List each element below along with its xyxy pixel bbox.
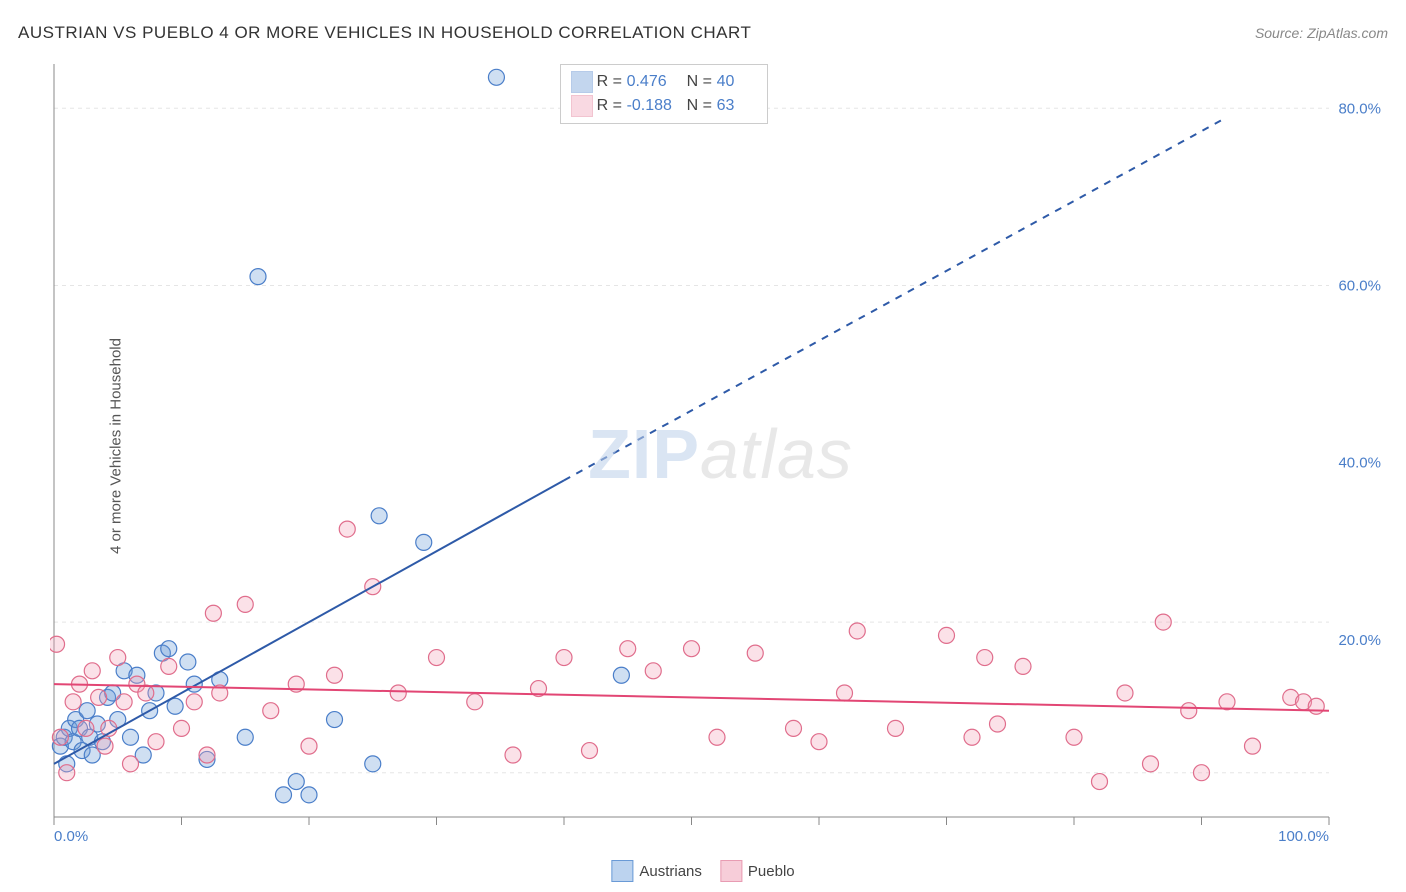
chart-title: AUSTRIAN VS PUEBLO 4 OR MORE VEHICLES IN… [18,23,751,43]
stats-r-value: 0.476 [627,73,687,91]
svg-text:60.0%: 60.0% [1338,277,1381,294]
legend-swatch [720,860,742,882]
chart-area: 0.0%100.0%20.0%40.0%60.0%80.0% ZIPatlas … [50,60,1391,847]
correlation-stats-box: R =0.476N =40 R =-0.188N =63 [560,64,768,124]
stats-swatch [571,71,593,93]
scatter-plot: 0.0% 100.0% 20.0% 40.0% 60.0% 80.0% [50,60,1391,847]
legend-item: Pueblo [720,860,795,882]
svg-text:80.0%: 80.0% [1338,100,1381,117]
stats-r-value: -0.188 [627,97,687,115]
stats-swatch [571,95,593,117]
legend-label: Pueblo [748,863,795,880]
legend-label: Austrians [639,863,702,880]
legend: Austrians Pueblo [611,860,794,882]
source-attribution: Source: ZipAtlas.com [1255,25,1388,41]
stats-n-value: 40 [717,73,757,91]
stats-n-label: N = [687,73,717,91]
svg-text:100.0%: 100.0% [1278,828,1329,845]
stats-r-label: R = [597,73,627,91]
legend-item: Austrians [611,860,702,882]
stats-n-value: 63 [717,97,757,115]
svg-text:20.0%: 20.0% [1338,632,1381,649]
svg-text:40.0%: 40.0% [1338,455,1381,472]
legend-swatch [611,860,633,882]
svg-text:0.0%: 0.0% [54,828,88,845]
stats-n-label: N = [687,97,717,115]
stats-r-label: R = [597,97,627,115]
